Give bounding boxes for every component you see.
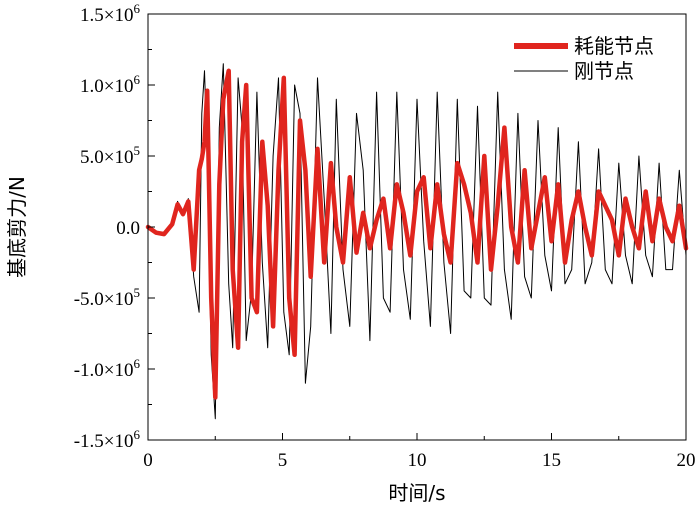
x-axis-title: 时间/s — [388, 481, 445, 505]
y-tick-label: -1.0×106 — [74, 356, 141, 381]
plot-area — [145, 63, 689, 420]
x-tick-label: 20 — [677, 450, 696, 471]
y-axis-ticks: 1.5×106 1.0×106 5.0×105 0.0 -5.0×105 -1.0×106… — [74, 1, 155, 452]
series-line-dissipative — [145, 68, 689, 400]
x-tick-label: 5 — [278, 450, 288, 471]
y-tick-label: 0.0 — [116, 218, 140, 239]
legend: 耗能节点 刚节点 — [514, 34, 654, 83]
y-tick-label: 1.0×106 — [80, 72, 140, 97]
x-axis-ticks: 0 5 10 15 20 — [143, 433, 696, 471]
y-tick-label: -5.0×105 — [74, 285, 140, 310]
x-tick-label: 10 — [408, 450, 427, 471]
y-tick-label: 1.5×106 — [80, 1, 140, 26]
x-tick-label: 0 — [143, 450, 153, 471]
y-tick-label: -1.5×106 — [74, 427, 141, 452]
y-axis-title: 基底剪力/N — [5, 176, 29, 278]
x-tick-label: 15 — [542, 450, 561, 471]
legend-label-rigid: 刚节点 — [574, 59, 634, 83]
y-tick-label: 5.0×105 — [80, 143, 140, 168]
series-line-rigid — [147, 63, 687, 420]
legend-label-dissipative: 耗能节点 — [574, 34, 654, 58]
